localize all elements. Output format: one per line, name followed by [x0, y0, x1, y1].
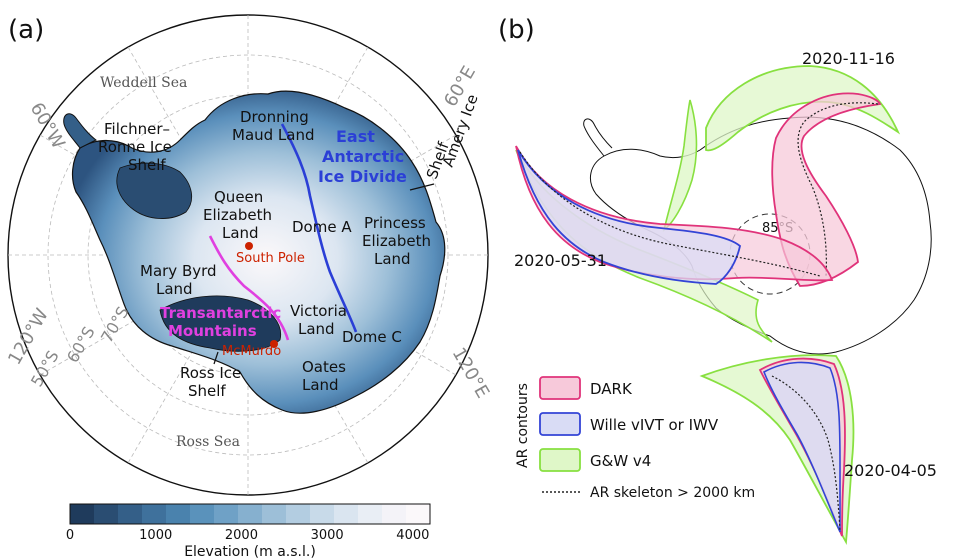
tam-label-1: Transantarctic	[160, 304, 281, 322]
filchner-label-1: Filchner–	[104, 120, 170, 138]
colorbar-segment	[70, 504, 95, 524]
colorbar-ticks: 0 1000 2000 3000 4000	[66, 528, 430, 543]
mary-byrd-label-1: Mary Byrd	[140, 262, 217, 280]
colorbar-segment	[118, 504, 143, 524]
colorbar-tick-label: 2000	[225, 528, 258, 543]
colorbar-tick-label: 3000	[311, 528, 344, 543]
colorbar-segment	[238, 504, 263, 524]
colorbar-tick-label: 0	[66, 528, 74, 543]
mcmurdo-label: McMurdo	[222, 344, 281, 359]
filchner-ronne-shelf	[116, 162, 193, 219]
colorbar-segment	[94, 504, 119, 524]
legend-label-gw: G&W v4	[590, 452, 651, 470]
antarctica-outline	[589, 116, 932, 355]
filchner-label-2: Ronne Ice	[98, 138, 172, 156]
peninsula-outline	[583, 118, 613, 157]
colorbar-segment	[190, 504, 215, 524]
south-pole-label: South Pole	[236, 251, 305, 266]
colorbar-segment	[142, 504, 167, 524]
dronning-label-1: Dronning	[240, 108, 309, 126]
date-label-nov: 2020-11-16	[802, 49, 895, 68]
colorbar-segment	[382, 504, 407, 524]
legend-label-wille: Wille vIVT or IWV	[590, 416, 719, 434]
legend-label-dark: DARK	[590, 380, 633, 398]
colorbar-segment	[262, 504, 287, 524]
oates-label-2: Land	[302, 376, 339, 394]
victoria-label-2: Land	[298, 320, 335, 338]
antarctic-peninsula	[63, 113, 97, 149]
elevation-colorbar	[69, 503, 431, 525]
panel-a-tag: (a)	[8, 15, 44, 45]
ice-divide-line	[280, 123, 358, 333]
ice-divide-label-3: Ice Divide	[318, 167, 407, 186]
queen-label-3: Land	[222, 224, 259, 242]
ice-divide-label-2: Antarctic	[322, 147, 404, 166]
ar-nov-gw-sliver	[662, 99, 698, 232]
colorbar-segment	[406, 504, 431, 524]
panel-b-tag: (b)	[498, 15, 535, 45]
legend-skeleton-label: AR skeleton > 2000 km	[590, 485, 755, 501]
panel-b: (b) 85°S 2020-11-16 2020-05-31 2020-04-0…	[498, 15, 937, 545]
ar-apr-skeleton	[771, 375, 841, 531]
ross-leader-line	[213, 351, 219, 365]
date-label-may: 2020-05-31	[514, 251, 607, 270]
ice-divide-labels: East Antarctic Ice Divide	[318, 127, 407, 186]
ross-shelf-label-2: Shelf	[188, 382, 226, 400]
ice-divide-label-1: East	[336, 127, 375, 146]
ar-nov-gw-contour	[705, 65, 901, 152]
panel-a: (a) Weddell Sea	[4, 14, 493, 559]
queen-label-1: Queen	[214, 188, 263, 206]
legend-swatch-gw	[539, 448, 581, 472]
colorbar-segment	[286, 504, 311, 524]
weddell-sea-label: Weddell Sea	[100, 75, 187, 91]
colorbar-segment	[214, 504, 239, 524]
colorbar-tick-label: 1000	[139, 528, 172, 543]
mcmurdo-marker	[270, 340, 278, 348]
dome-a-label: Dome A	[292, 218, 352, 236]
region-labels: Filchner– Ronne Ice Shelf Dronning Maud …	[98, 108, 431, 400]
legend: AR contours DARK Wille vIVT or IWV G&W v…	[515, 376, 755, 501]
oates-label-1: Oates	[302, 358, 346, 376]
queen-label-2: Elizabeth	[203, 206, 272, 224]
amery-leader-line	[409, 183, 435, 191]
legend-swatch-wille	[539, 412, 581, 436]
ross-ice-shelf-area	[159, 295, 282, 352]
colorbar-title: Elevation (m a.s.l.)	[184, 544, 316, 559]
colorbar-segment	[358, 504, 383, 524]
colorbar-segment	[310, 504, 335, 524]
filchner-label-3: Shelf	[128, 156, 166, 174]
south-pole-marker	[245, 242, 253, 250]
ross-sea-label: Ross Sea	[176, 434, 240, 450]
legend-swatch-dark	[539, 376, 581, 400]
ar-may-skeleton	[519, 151, 821, 277]
ar-nov-skeleton	[797, 102, 879, 277]
ross-shelf-label-1: Ross Ice	[180, 364, 241, 382]
dome-c-label: Dome C	[342, 328, 402, 346]
princess-label-2: Elizabeth	[362, 232, 431, 250]
colorbar-frame	[69, 503, 431, 525]
victoria-label-1: Victoria	[290, 302, 347, 320]
transantarctic-mountains-line	[208, 235, 290, 341]
tam-label-2: Mountains	[168, 322, 257, 340]
legend-group-label: AR contours	[515, 383, 531, 468]
mary-byrd-label-2: Land	[156, 280, 193, 298]
date-label-apr: 2020-04-05	[844, 461, 937, 480]
ar-apr-wille-contour	[762, 361, 841, 533]
colorbar-segment	[166, 504, 191, 524]
tam-labels: Transantarctic Mountains	[160, 304, 281, 340]
princess-label-1: Princess	[364, 214, 426, 232]
colorbar-segment	[334, 504, 359, 524]
ar-may-wille-contour	[517, 149, 741, 285]
princess-label-3: Land	[374, 250, 411, 268]
colorbar-tick-label: 4000	[396, 528, 429, 543]
dronning-label-2: Maud Land	[232, 126, 315, 144]
